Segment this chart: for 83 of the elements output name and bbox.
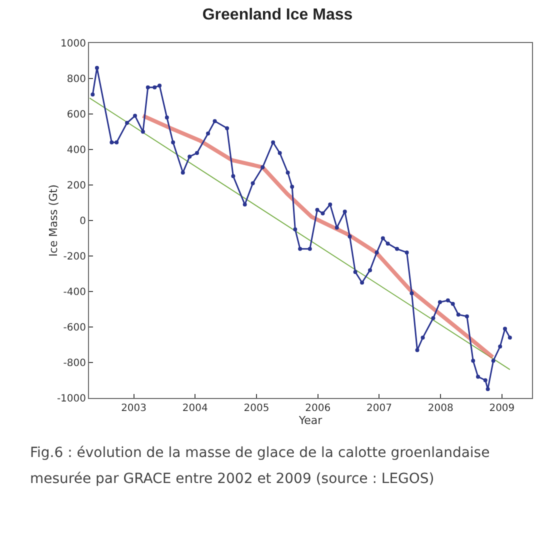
y-tick-label: -400 <box>63 287 86 298</box>
y-tick-label: -1000 <box>56 394 86 404</box>
point <box>171 140 176 144</box>
y-axis-title: Ice Mass (Gt) <box>47 184 60 257</box>
y-tick-label: 1000 <box>60 38 86 50</box>
point <box>164 116 169 120</box>
point <box>194 151 199 156</box>
x-tick-label: 2003 <box>121 403 147 414</box>
point <box>125 120 130 125</box>
point <box>308 246 312 251</box>
x-tick-label: 2007 <box>366 403 392 414</box>
point <box>476 374 480 379</box>
point <box>420 336 425 340</box>
point <box>380 236 385 240</box>
point <box>438 300 442 304</box>
point <box>298 246 302 251</box>
point <box>231 174 236 178</box>
point <box>498 344 502 349</box>
y-tick-label: -800 <box>63 358 86 369</box>
y-tick-label: 200 <box>66 180 86 192</box>
point <box>456 312 460 317</box>
point <box>464 314 469 318</box>
point <box>503 326 507 331</box>
point <box>342 210 347 214</box>
point <box>374 250 379 254</box>
point <box>140 130 145 134</box>
point <box>471 358 476 363</box>
point <box>328 202 332 207</box>
x-axis-title: Year <box>298 414 323 427</box>
point <box>110 140 114 144</box>
point <box>152 85 157 90</box>
point <box>486 387 490 392</box>
point <box>348 234 352 238</box>
caption: Fig.6 : évolution de la masse de glace de la calotte groenlandaise mesurée par GRACE entre 2002 et 2009 (source : LEGOS) <box>30 444 491 489</box>
x-tick-label: 2009 <box>489 403 515 414</box>
line-series <box>140 114 495 360</box>
point <box>188 154 192 159</box>
point <box>90 92 95 96</box>
point <box>450 302 455 306</box>
point <box>360 280 364 285</box>
point <box>133 114 138 118</box>
x-tick-label: 2005 <box>244 403 270 414</box>
point <box>320 211 325 216</box>
point <box>114 140 119 144</box>
point <box>334 226 339 230</box>
point <box>315 208 320 212</box>
y-tick-label: 0 <box>80 216 86 227</box>
point <box>410 291 414 296</box>
point <box>260 165 265 170</box>
point <box>180 170 185 175</box>
point <box>250 181 255 186</box>
point <box>293 227 298 232</box>
y-tick-label: 400 <box>66 145 86 156</box>
point <box>271 140 276 144</box>
point <box>278 151 282 156</box>
point <box>386 242 390 246</box>
point <box>286 170 290 175</box>
point <box>242 202 247 207</box>
y-tick-label: -200 <box>63 252 86 262</box>
point <box>368 268 372 272</box>
y-tick-label: 800 <box>66 74 86 85</box>
point <box>206 132 210 136</box>
x-tick-label: 2004 <box>182 403 208 414</box>
y-tick-label: 600 <box>66 110 86 120</box>
point <box>94 66 99 70</box>
point <box>225 126 230 130</box>
x-tick-label: 2006 <box>305 403 331 414</box>
point <box>353 270 358 274</box>
point <box>212 119 217 124</box>
x-tick-label: 2008 <box>428 403 454 414</box>
point <box>446 298 450 302</box>
point <box>491 358 496 363</box>
point <box>415 348 420 352</box>
point <box>146 85 150 90</box>
chart-title: Greenland Ice Mass <box>202 6 353 24</box>
point <box>158 84 162 88</box>
point <box>483 378 488 382</box>
point <box>290 184 294 189</box>
point <box>395 246 400 251</box>
y-tick-label: -600 <box>63 322 86 334</box>
point <box>508 336 512 340</box>
point <box>431 316 436 320</box>
point <box>404 250 409 254</box>
